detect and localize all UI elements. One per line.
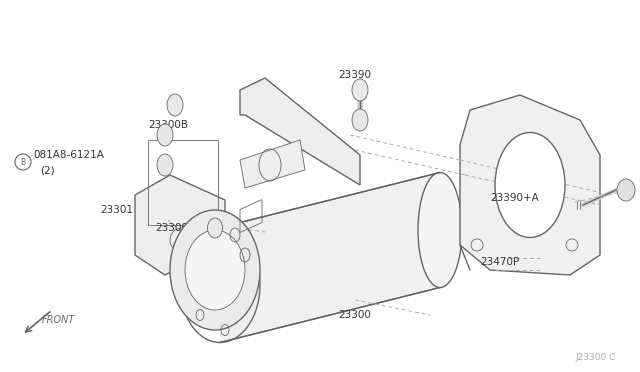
Text: 23300: 23300 [339,310,371,320]
Ellipse shape [185,230,245,310]
Text: (2): (2) [40,165,54,175]
Text: 23390: 23390 [338,70,371,80]
Ellipse shape [167,94,183,116]
Ellipse shape [157,124,173,146]
Text: J23300 C: J23300 C [575,353,616,362]
Ellipse shape [352,79,368,101]
Text: 23390+A: 23390+A [490,193,539,203]
Text: B: B [20,157,26,167]
Ellipse shape [495,132,565,237]
Text: 23301: 23301 [100,205,133,215]
Text: 23300B: 23300B [148,120,188,130]
Polygon shape [240,140,305,188]
Ellipse shape [170,210,260,330]
Text: 081A8-6121A: 081A8-6121A [33,150,104,160]
Text: 23470P: 23470P [480,257,519,267]
Ellipse shape [157,154,173,176]
Text: 23300L: 23300L [155,223,194,233]
Polygon shape [220,173,440,343]
Polygon shape [135,175,225,275]
Ellipse shape [617,179,635,201]
Ellipse shape [207,218,223,238]
Polygon shape [240,78,360,185]
Ellipse shape [418,173,462,288]
Ellipse shape [352,109,368,131]
Text: FRONT: FRONT [42,315,76,325]
Polygon shape [460,95,600,275]
